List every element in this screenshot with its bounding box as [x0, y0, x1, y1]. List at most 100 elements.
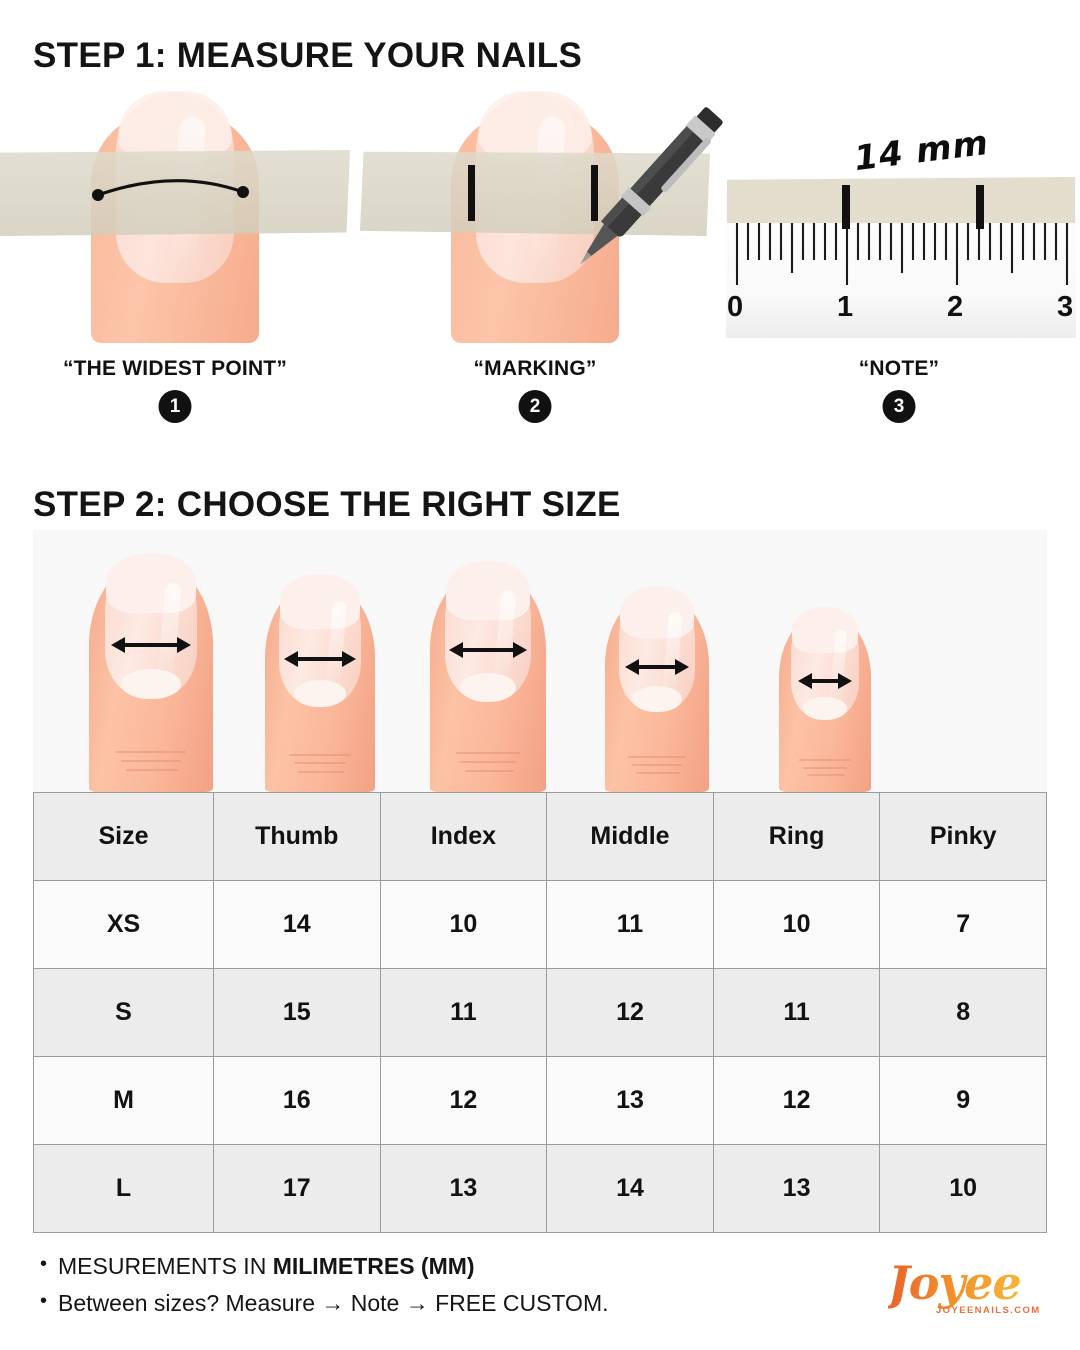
knuckle-line — [293, 762, 347, 765]
ruler-label-1: 1 — [837, 291, 854, 323]
ruler-mark-left — [842, 185, 850, 229]
panel-widest-point: “THE WIDEST POINT” 1 — [0, 85, 350, 455]
ruler-label-3: 3 — [1057, 291, 1074, 323]
nail-tip — [478, 91, 592, 161]
cell-size: XS — [33, 880, 214, 969]
bullet-icon: • — [40, 1290, 48, 1313]
cell-index: 10 — [379, 880, 548, 969]
knuckle-line — [455, 751, 521, 754]
finger-illustration-thumb — [89, 553, 213, 792]
cell-middle: 14 — [546, 1144, 714, 1233]
footnote-item: • MESUREMENTS IN MILIMETRES (MM) — [40, 1248, 800, 1285]
nail-tip — [446, 561, 530, 620]
nail-tip — [791, 606, 859, 654]
tape-mark-right — [591, 165, 598, 221]
footnote-prefix: MESUREMENTS IN — [58, 1253, 273, 1279]
cell-size: S — [33, 968, 214, 1057]
table-row: XS 14 10 11 10 7 — [33, 880, 1047, 969]
column-header-size: Size — [33, 792, 214, 881]
finger-illustration-ring — [605, 586, 709, 792]
cell-ring: 11 — [712, 968, 881, 1057]
nail-tip — [280, 573, 360, 629]
cell-thumb: 14 — [213, 880, 381, 969]
ruler-label-2: 2 — [947, 291, 964, 323]
tape-strip — [0, 150, 350, 236]
footnote-item: • Between sizes? Measure → Note → FREE C… — [40, 1285, 800, 1322]
knuckle-line — [806, 773, 846, 776]
cell-thumb: 16 — [213, 1056, 381, 1145]
pen-icon — [580, 107, 723, 265]
logo-wordmark: Joyee — [888, 1256, 1022, 1310]
cell-middle: 13 — [546, 1056, 714, 1145]
cell-middle: 11 — [546, 880, 714, 969]
cell-pinky: 10 — [879, 1144, 1047, 1233]
cell-thumb: 17 — [213, 1144, 381, 1233]
footnote-text: MESUREMENTS IN MILIMETRES (MM) — [58, 1248, 475, 1285]
nail-tip — [619, 586, 695, 638]
width-arrow-icon — [449, 642, 527, 659]
table-row: L 17 13 14 13 10 — [33, 1144, 1047, 1233]
step-badge-3: 3 — [882, 390, 916, 423]
cell-ring: 12 — [712, 1056, 881, 1145]
finger-diagram-panel — [33, 530, 1047, 792]
knuckle-line — [464, 769, 514, 772]
ruler-mark-right — [976, 185, 984, 229]
ruler-ticks — [735, 223, 1069, 285]
width-arrow-icon — [111, 636, 191, 653]
brand-logo[interactable]: Joyee JOYEENAILS.COM — [878, 1256, 1046, 1332]
footnotes: • MESUREMENTS IN MILIMETRES (MM) • Betwe… — [40, 1248, 800, 1323]
cell-ring: 10 — [712, 880, 881, 969]
ruler-label-0: 0 — [727, 291, 744, 323]
cell-ring: 13 — [712, 1144, 881, 1233]
column-header-thumb: Thumb — [213, 792, 381, 881]
handwritten-measurement: 14 mm — [852, 122, 991, 180]
knuckle-line — [298, 770, 345, 773]
widest-point-arc-icon — [92, 179, 249, 201]
panel-caption: “MARKING” — [473, 357, 597, 380]
step-badge-1: 1 — [158, 390, 192, 423]
table-header-row: Size Thumb Index Middle Ring Pinky — [33, 792, 1047, 881]
width-arrow-icon — [284, 650, 356, 667]
cell-pinky: 7 — [879, 880, 1047, 969]
finger-illustration-pinky — [779, 606, 871, 792]
illustration-widest-point — [0, 85, 350, 360]
finger-illustration-index — [265, 573, 375, 792]
table-row: M 16 12 13 12 9 — [33, 1056, 1047, 1145]
knuckle-line — [802, 766, 848, 769]
width-arrow-icon — [798, 673, 852, 689]
knuckle-line — [289, 753, 351, 756]
footnote-strong: MILIMETRES (MM) — [272, 1253, 475, 1279]
cell-index: 13 — [379, 1144, 548, 1233]
panel-caption: “NOTE” — [858, 357, 940, 380]
cell-middle: 12 — [546, 968, 714, 1057]
knuckle-line — [116, 750, 186, 753]
column-header-pinky: Pinky — [879, 792, 1047, 881]
column-header-ring: Ring — [712, 792, 881, 881]
illustration-marking — [360, 85, 723, 360]
knuckle-line — [799, 759, 851, 762]
panel-note: 14 mm — [718, 85, 1080, 455]
table-row: S 15 11 12 11 8 — [33, 968, 1047, 1057]
finger-illustration-middle — [430, 561, 546, 792]
footnote-text: Between sizes? Measure → Note → FREE CUS… — [58, 1290, 609, 1317]
cell-thumb: 15 — [213, 968, 381, 1057]
nail-tip — [106, 553, 196, 614]
step-badge-2: 2 — [518, 390, 552, 423]
ruler: 14 mm — [726, 123, 1076, 338]
cell-index: 12 — [379, 1056, 548, 1145]
panel-marking: “MARKING” 2 — [360, 85, 723, 455]
step1-heading: STEP 1: MEASURE YOUR NAILS — [33, 36, 583, 75]
cell-size: M — [33, 1056, 214, 1145]
tape-on-ruler — [727, 177, 1075, 223]
knuckle-line — [627, 756, 687, 758]
bullet-icon: • — [40, 1253, 48, 1275]
tape-mark-left — [468, 165, 475, 221]
cell-size: L — [33, 1144, 214, 1233]
knuckle-line — [632, 764, 682, 766]
nail-tip — [118, 91, 232, 161]
panel-caption: “THE WIDEST POINT” — [62, 357, 288, 380]
column-header-index: Index — [379, 792, 548, 881]
knuckle-line — [126, 769, 179, 772]
logo-subtitle: JOYEENAILS.COM — [936, 1305, 1041, 1316]
